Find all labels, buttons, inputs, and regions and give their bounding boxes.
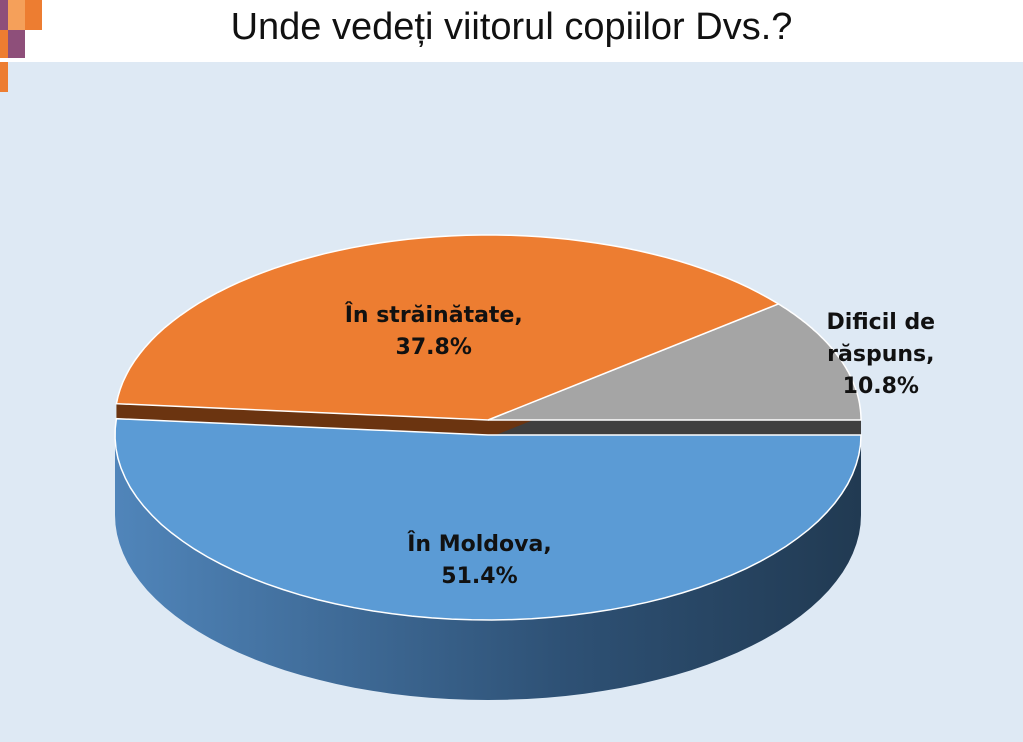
slice-label: În străinătate, (344, 302, 523, 328)
chart-title: Unde vedeți viitorul copiilor Dvs.? (230, 6, 793, 48)
decoration (0, 62, 8, 92)
slice-side (116, 403, 488, 438)
slice-side (115, 435, 861, 700)
pie-slice (114, 417, 862, 621)
value-label: 37.8% (395, 334, 472, 360)
slice-side (488, 420, 861, 438)
slice-label: În Moldova, (407, 532, 552, 558)
data-label: În Moldova, 51.4% (329, 529, 629, 593)
value-label: 10.8% (842, 373, 919, 399)
decoration (8, 30, 25, 58)
decoration (8, 0, 25, 30)
data-label: Dificil de răspuns, 10.8% (803, 307, 958, 403)
decoration (0, 30, 8, 58)
pie-slice (115, 234, 781, 421)
data-label: În străinătate, 37.8% (314, 300, 554, 364)
slice-label: Dificil de răspuns, (826, 309, 936, 367)
decoration (25, 0, 42, 30)
pie-slice (487, 303, 862, 421)
decoration (0, 0, 8, 30)
value-label: 51.4% (441, 564, 518, 590)
